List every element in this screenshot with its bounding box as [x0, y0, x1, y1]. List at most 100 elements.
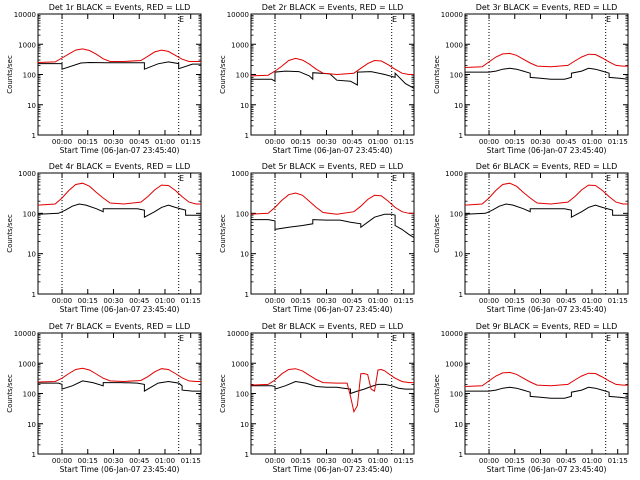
- y-tick-label: 10: [240, 251, 249, 259]
- chart-panel: Det 7r BLACK = Events, RED = LLD E 1 10 100 1…: [6, 322, 202, 474]
- x-tick-label: 00:00: [479, 138, 499, 146]
- y-tick-label: 10: [27, 421, 36, 429]
- y-axis-label: Counts/sec: [6, 55, 14, 94]
- y-axis-label: Counts/sec: [219, 214, 227, 253]
- chart-title: Det 5r BLACK = Events, RED = LLD: [262, 162, 404, 171]
- x-tick-label: 00:00: [265, 457, 285, 465]
- chart-title: Det 6r BLACK = Events, RED = LLD: [476, 162, 618, 171]
- x-tick-label: 00:45: [342, 138, 362, 146]
- x-tick-label: 01:15: [181, 297, 201, 305]
- x-tick-label: 00:30: [530, 138, 550, 146]
- plot-frame: [37, 172, 202, 295]
- x-tick-label: 01:00: [368, 138, 388, 146]
- y-tick-label: 1: [32, 451, 36, 459]
- x-tick-label: 00:00: [265, 138, 285, 146]
- y-tick-label: 1000: [445, 41, 463, 49]
- corner-label: E: [179, 15, 184, 24]
- x-tick-label: 01:15: [394, 297, 414, 305]
- x-tick-label: 00:45: [342, 297, 362, 305]
- y-axis-label: Counts/sec: [6, 214, 14, 253]
- y-tick-label: 100: [236, 72, 249, 80]
- corner-label: E: [392, 334, 397, 343]
- chart-title: Det 1r BLACK = Events, RED = LLD: [49, 3, 191, 12]
- x-tick-label: 00:00: [52, 457, 72, 465]
- x-tick-label: 00:30: [103, 138, 123, 146]
- y-tick-label: 10000: [14, 11, 36, 19]
- x-axis-label: Start Time (06-Jan-07 23:45:40): [273, 305, 393, 314]
- y-tick-label: 10: [27, 102, 36, 110]
- y-tick-label: 1000: [18, 360, 36, 368]
- x-tick-label: 00:00: [265, 297, 285, 305]
- y-tick-label: 100: [23, 72, 36, 80]
- x-tick-label: 00:30: [103, 457, 123, 465]
- x-tick-label: 01:00: [582, 457, 602, 465]
- x-tick-label: 01:15: [181, 457, 201, 465]
- plot-frame: [250, 172, 415, 295]
- corner-label: E: [606, 334, 611, 343]
- x-axis-label: Start Time (06-Jan-07 23:45:40): [487, 146, 607, 155]
- corner-label: E: [392, 174, 397, 183]
- x-axis-label: Start Time (06-Jan-07 23:45:40): [60, 146, 180, 155]
- x-tick-label: 00:30: [316, 138, 336, 146]
- chart-title: Det 2r BLACK = Events, RED = LLD: [262, 3, 404, 12]
- y-tick-label: 10: [240, 102, 249, 110]
- series-line: [250, 368, 414, 414]
- y-tick-label: 100: [450, 72, 463, 80]
- x-tick-label: 00:15: [78, 297, 98, 305]
- series-line: [251, 70, 415, 89]
- corner-label: E: [179, 174, 184, 183]
- x-tick-label: 00:15: [505, 138, 525, 146]
- y-tick-label: 1: [245, 132, 249, 140]
- series-line: [250, 57, 414, 77]
- x-tick-label: 01:00: [155, 297, 175, 305]
- x-tick-label: 01:00: [368, 297, 388, 305]
- x-tick-label: 00:30: [530, 297, 550, 305]
- x-tick-label: 01:15: [181, 138, 201, 146]
- series-line: [38, 380, 201, 392]
- series-line: [465, 67, 629, 80]
- x-tick-label: 00:30: [530, 457, 550, 465]
- x-tick-label: 01:15: [608, 138, 628, 146]
- y-tick-label: 1000: [231, 170, 249, 178]
- y-tick-label: 1: [245, 451, 249, 459]
- y-axis-label: Counts/sec: [433, 214, 441, 253]
- chart-panel: Det 6r BLACK = Events, RED = LLD E 1 10 100 1…: [433, 162, 629, 314]
- y-tick-label: 100: [450, 210, 463, 218]
- corner-label: E: [392, 15, 397, 24]
- y-tick-label: 1000: [18, 41, 36, 49]
- x-tick-label: 01:00: [582, 138, 602, 146]
- x-tick-label: 00:45: [556, 457, 576, 465]
- y-tick-label: 10000: [441, 11, 463, 19]
- y-tick-label: 1000: [445, 360, 463, 368]
- chart-title: Det 7r BLACK = Events, RED = LLD: [49, 322, 191, 331]
- x-tick-label: 00:30: [316, 457, 336, 465]
- chart-panel: Det 8r BLACK = Events, RED = LLD E 1 10 100 1…: [219, 322, 415, 474]
- chart-panel: Det 3r BLACK = Events, RED = LLD E 1 10 100 1…: [433, 3, 629, 155]
- y-tick-label: 100: [236, 391, 249, 399]
- series-line: [251, 213, 415, 239]
- x-tick-label: 00:45: [129, 138, 149, 146]
- series-line: [464, 182, 628, 206]
- series-line: [465, 386, 629, 399]
- y-tick-label: 1: [32, 291, 36, 299]
- x-tick-label: 00:15: [291, 457, 311, 465]
- x-tick-label: 01:00: [368, 457, 388, 465]
- x-tick-label: 01:00: [155, 457, 175, 465]
- y-tick-label: 10: [454, 251, 463, 259]
- corner-label: E: [606, 174, 611, 183]
- chart-panel: Det 2r BLACK = Events, RED = LLD E 1 10 100 1…: [219, 3, 415, 155]
- y-axis-label: Counts/sec: [433, 374, 441, 413]
- x-tick-label: 00:30: [316, 297, 336, 305]
- chart-title: Det 8r BLACK = Events, RED = LLD: [262, 322, 404, 331]
- x-tick-label: 01:15: [608, 297, 628, 305]
- x-tick-label: 00:15: [505, 457, 525, 465]
- x-tick-label: 00:15: [505, 297, 525, 305]
- series-line: [464, 203, 628, 219]
- x-axis-label: Start Time (06-Jan-07 23:45:40): [487, 465, 607, 474]
- x-tick-label: 00:45: [556, 297, 576, 305]
- y-tick-label: 1: [459, 291, 463, 299]
- x-tick-label: 01:15: [608, 457, 628, 465]
- x-tick-label: 00:00: [479, 457, 499, 465]
- y-axis-label: Counts/sec: [219, 55, 227, 94]
- chart-panel: Det 5r BLACK = Events, RED = LLD E 1 10 100 1…: [219, 162, 415, 314]
